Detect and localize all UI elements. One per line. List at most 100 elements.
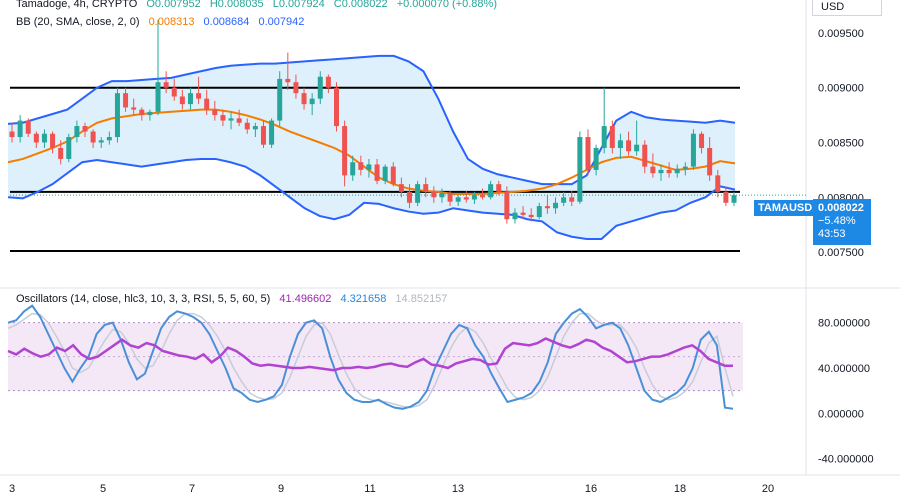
oscillator-label[interactable]: Oscillators (14, close, hlc3, 10, 3, 3, … [16, 293, 271, 305]
time-axis-tick: 20 [762, 483, 774, 495]
candle-body [187, 93, 193, 105]
candle-body [609, 126, 615, 148]
candle-body [17, 120, 23, 138]
candle-body [439, 192, 445, 198]
candle-body [447, 192, 453, 202]
candle-body [236, 118, 242, 123]
candle-body [666, 169, 672, 174]
candle-body [196, 93, 202, 99]
price-change-percent: −5.48% [818, 215, 856, 227]
candle-body [544, 206, 550, 209]
bollinger-upper-band [7, 54, 736, 186]
currency-selector[interactable]: USD [812, 0, 882, 16]
time-axis-tick: 11 [364, 483, 375, 495]
candle-body [41, 133, 47, 143]
price-axis-tick: 0.009500 [818, 28, 864, 40]
candle-body [658, 169, 664, 174]
candle-body [374, 164, 380, 181]
candle-body [33, 133, 39, 143]
current-price-box: 0.008022 −5.48% 43:53 [813, 199, 871, 245]
bar-countdown: 43:53 [818, 228, 846, 240]
candle-body [553, 202, 559, 209]
candle-body [731, 195, 737, 203]
candle-body [528, 214, 534, 218]
candle-body [520, 212, 526, 215]
time-axis-tick: 16 [585, 483, 597, 495]
candle-body [58, 147, 64, 159]
bb-upper-value: 0.008684 [203, 16, 250, 28]
oscillator-axis-tick: 0.000000 [818, 408, 864, 420]
candle-body [220, 115, 226, 121]
candle-body [82, 126, 88, 132]
candle-body [293, 82, 299, 94]
candle-body [593, 147, 599, 170]
candle-body [715, 175, 721, 192]
candle-body [504, 191, 510, 220]
candle-body [358, 162, 364, 170]
time-axis-tick: 13 [452, 483, 464, 495]
candle-body [398, 184, 404, 192]
price-axis-tick: 0.007500 [818, 247, 864, 259]
candle-body [98, 140, 104, 143]
candle-body [163, 82, 169, 88]
candle-body [228, 118, 234, 121]
bb-indicator-label[interactable]: BB (20, SMA, close, 2, 0) [16, 16, 140, 28]
candle-body [390, 166, 396, 185]
ohlc-close: C0.008022 [333, 0, 388, 10]
time-axis-tick: 7 [189, 483, 195, 495]
bb-lower-value: 0.007942 [258, 16, 305, 28]
oscillator-value-1: 41.496602 [279, 293, 332, 305]
symbol-title[interactable]: Tamadoge, 4h, CRYPTO [16, 0, 138, 10]
candle-body [626, 140, 632, 152]
candle-body [350, 162, 356, 176]
time-axis-tick: 18 [674, 483, 686, 495]
candle-body [512, 212, 518, 220]
candle-body [455, 197, 461, 202]
ohlc-open: O0.007952 [146, 0, 201, 10]
candle-body [147, 111, 153, 116]
candle-body [431, 191, 437, 198]
symbol-price-tag: TAMAUSD [754, 200, 817, 216]
bollinger-band-fill [8, 55, 735, 239]
candle-body [301, 93, 307, 105]
bollinger-basis [7, 108, 736, 196]
candle-body [74, 126, 80, 138]
candle-body [585, 137, 591, 170]
candle-body [212, 109, 218, 116]
candle-body [601, 126, 607, 148]
candle-body [90, 131, 96, 143]
candle-body [366, 164, 372, 170]
candle-body [642, 144, 648, 167]
candle-body [252, 126, 258, 130]
candle-body [139, 109, 145, 116]
oscillator-legend: Oscillators (14, close, hlc3, 10, 3, 3, … [16, 292, 453, 306]
candle-body [577, 137, 583, 202]
candle-body [488, 184, 494, 198]
price-axis-tick: 0.008500 [818, 138, 864, 150]
time-axis-tick: 9 [278, 483, 284, 495]
candle-body [155, 82, 161, 112]
candle-body [277, 78, 283, 121]
candle-body [171, 87, 177, 97]
candle-body [415, 184, 421, 203]
candle-body [536, 206, 542, 218]
stochastic-k-line [7, 304, 734, 410]
candle-body [309, 98, 315, 105]
candle-body [690, 133, 696, 167]
oscillator-value-2: 4.321658 [340, 293, 387, 305]
candle-body [317, 76, 323, 99]
candle-body [342, 126, 348, 176]
candle-body [634, 144, 640, 152]
candle-body [114, 93, 120, 138]
candle-body [66, 137, 72, 159]
candle-body [260, 126, 266, 145]
price-axis-tick: 0.009000 [818, 83, 864, 95]
candle-body [50, 133, 56, 148]
candle-body [25, 120, 31, 134]
current-price: 0.008022 [818, 202, 864, 214]
candle-body [325, 76, 331, 88]
oscillator-value-3: 14.852157 [395, 293, 448, 305]
candle-body [382, 166, 388, 181]
oscillator-axis-tick: 40.000000 [818, 363, 870, 375]
